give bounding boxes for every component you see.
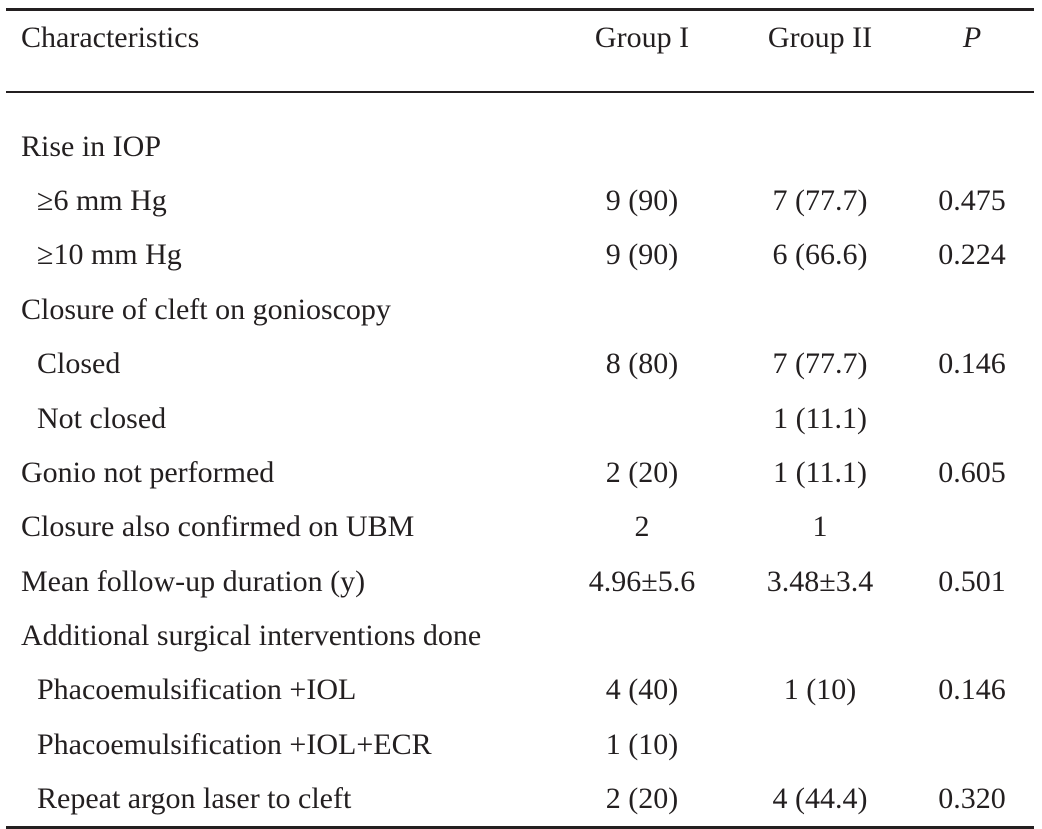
row-p-value bbox=[910, 718, 1034, 772]
table-row: Not closed 1 (11.1) bbox=[6, 391, 1034, 445]
row-group-2-value bbox=[730, 718, 910, 772]
row-label: Mean follow-up duration (y) bbox=[21, 564, 366, 598]
header-characteristics: Characteristics bbox=[21, 21, 200, 54]
table-row: Gonio not performed 2 (20) 1 (11.1) 0.605 bbox=[6, 446, 1034, 500]
table-row: Closure of cleft on gonioscopy bbox=[6, 283, 1034, 337]
row-p-value bbox=[910, 500, 1034, 554]
row-group-1-value bbox=[554, 283, 730, 337]
row-group-2-value: 7 (77.7) bbox=[772, 183, 868, 217]
row-group-1-value: 2 (20) bbox=[605, 455, 679, 489]
row-group-2-value: 1 (11.1) bbox=[773, 401, 867, 435]
row-p-value: 0.501 bbox=[938, 564, 1006, 598]
row-group-1-value bbox=[554, 391, 730, 445]
header-rule bbox=[6, 91, 1034, 94]
row-group-2-value: 4 (44.4) bbox=[772, 782, 868, 816]
row-label: Gonio not performed bbox=[21, 455, 275, 489]
table-row: ≥6 mm Hg 9 (90) 7 (77.7) 0.475 bbox=[6, 174, 1034, 228]
table-row: Mean follow-up duration (y) 4.96±5.6 3.48±… bbox=[6, 555, 1034, 609]
row-p-value: 0.146 bbox=[938, 347, 1006, 381]
row-label: Phacoemulsification +IOL+ECR bbox=[37, 727, 432, 761]
row-label: Not closed bbox=[37, 401, 167, 435]
row-label: Additional surgical interventions done bbox=[21, 619, 482, 653]
results-table-container: Characteristics Group I Group II P Rise … bbox=[6, 8, 1034, 829]
row-label: ≥6 mm Hg bbox=[37, 183, 167, 217]
row-label: Closure of cleft on gonioscopy bbox=[21, 292, 391, 326]
header-row: Characteristics Group I Group II P bbox=[6, 11, 1034, 65]
row-p-value bbox=[910, 119, 1034, 173]
row-label: Closed bbox=[37, 347, 121, 381]
row-p-value: 0.475 bbox=[938, 183, 1006, 217]
row-group-2-value: 7 (77.7) bbox=[772, 347, 868, 381]
row-label: Repeat argon laser to cleft bbox=[37, 782, 352, 816]
header-group-2: Group II bbox=[767, 21, 873, 54]
row-group-1-value: 1 (10) bbox=[605, 727, 679, 761]
table-row: Rise in IOP bbox=[6, 119, 1034, 173]
row-p-value: 0.320 bbox=[938, 782, 1006, 816]
row-group-1-value: 9 (90) bbox=[605, 183, 679, 217]
table-row: Phacoemulsification +IOL 4 (40) 1 (10) 0.14… bbox=[6, 663, 1034, 717]
table-body: Rise in IOP ≥6 mm Hg 9 (90) 7 (77.7) 0.475 ≥1… bbox=[6, 65, 1034, 826]
row-label: Phacoemulsification +IOL bbox=[37, 673, 357, 707]
row-group-1-value: 9 (90) bbox=[605, 238, 679, 272]
row-p-value: 0.146 bbox=[938, 673, 1006, 707]
table-row: Phacoemulsification +IOL+ECR 1 (10) bbox=[6, 718, 1034, 772]
table-row: ≥10 mm Hg 9 (90) 6 (66.6) 0.224 bbox=[6, 228, 1034, 282]
row-group-2-value: 6 (66.6) bbox=[772, 238, 868, 272]
table-header: Characteristics Group I Group II P bbox=[6, 11, 1034, 65]
row-group-1-value bbox=[554, 119, 730, 173]
row-p-value bbox=[910, 609, 1034, 663]
row-p-value bbox=[910, 283, 1034, 337]
row-label: ≥10 mm Hg bbox=[37, 238, 182, 272]
table-row: Additional surgical interventions done bbox=[6, 609, 1034, 663]
row-group-1-value: 2 (20) bbox=[605, 782, 679, 816]
top-rule bbox=[6, 8, 1034, 11]
row-label: Closure also confirmed on UBM bbox=[21, 510, 415, 544]
row-group-2-value: 1 (11.1) bbox=[773, 455, 867, 489]
header-group-1: Group I bbox=[594, 21, 690, 54]
row-group-2-value bbox=[730, 119, 910, 173]
row-group-2-value: 1 (10) bbox=[783, 673, 857, 707]
row-group-1-value: 4.96±5.6 bbox=[588, 564, 696, 598]
row-group-2-value bbox=[730, 609, 910, 663]
table-row: Repeat argon laser to cleft 2 (20) 4 (44.4… bbox=[6, 772, 1034, 826]
results-table: Characteristics Group I Group II P Rise … bbox=[6, 11, 1034, 826]
table-row: Closure also confirmed on UBM 2 1 bbox=[6, 500, 1034, 554]
row-label: Rise in IOP bbox=[21, 129, 162, 163]
row-group-1-value: 2 bbox=[634, 510, 650, 544]
row-group-1-value: 8 (80) bbox=[605, 347, 679, 381]
table-row: Closed 8 (80) 7 (77.7) 0.146 bbox=[6, 337, 1034, 391]
row-group-2-value: 1 bbox=[812, 510, 828, 544]
row-p-value bbox=[910, 391, 1034, 445]
row-group-2-value: 3.48±3.4 bbox=[766, 564, 874, 598]
row-group-1-value: 4 (40) bbox=[605, 673, 679, 707]
row-p-value: 0.605 bbox=[938, 455, 1006, 489]
row-group-1-value bbox=[554, 609, 730, 663]
header-p-value: P bbox=[962, 21, 982, 54]
row-group-2-value bbox=[730, 283, 910, 337]
row-p-value: 0.224 bbox=[938, 238, 1006, 272]
